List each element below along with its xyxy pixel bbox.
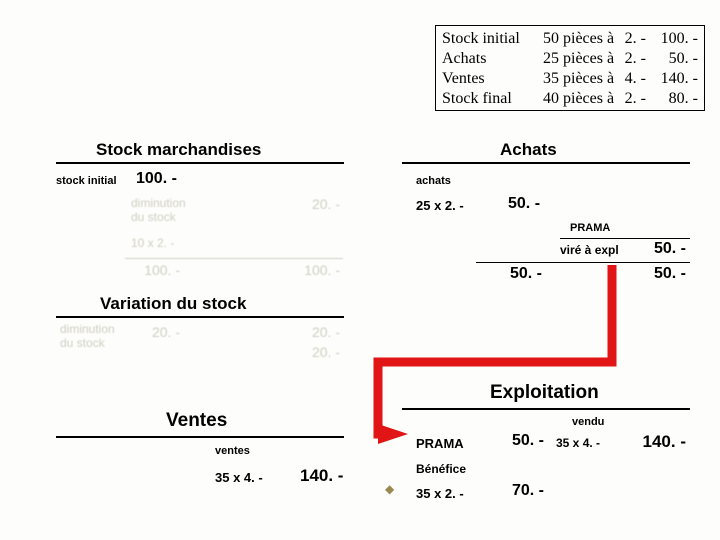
transfer-arrow-icon: [0, 0, 720, 540]
